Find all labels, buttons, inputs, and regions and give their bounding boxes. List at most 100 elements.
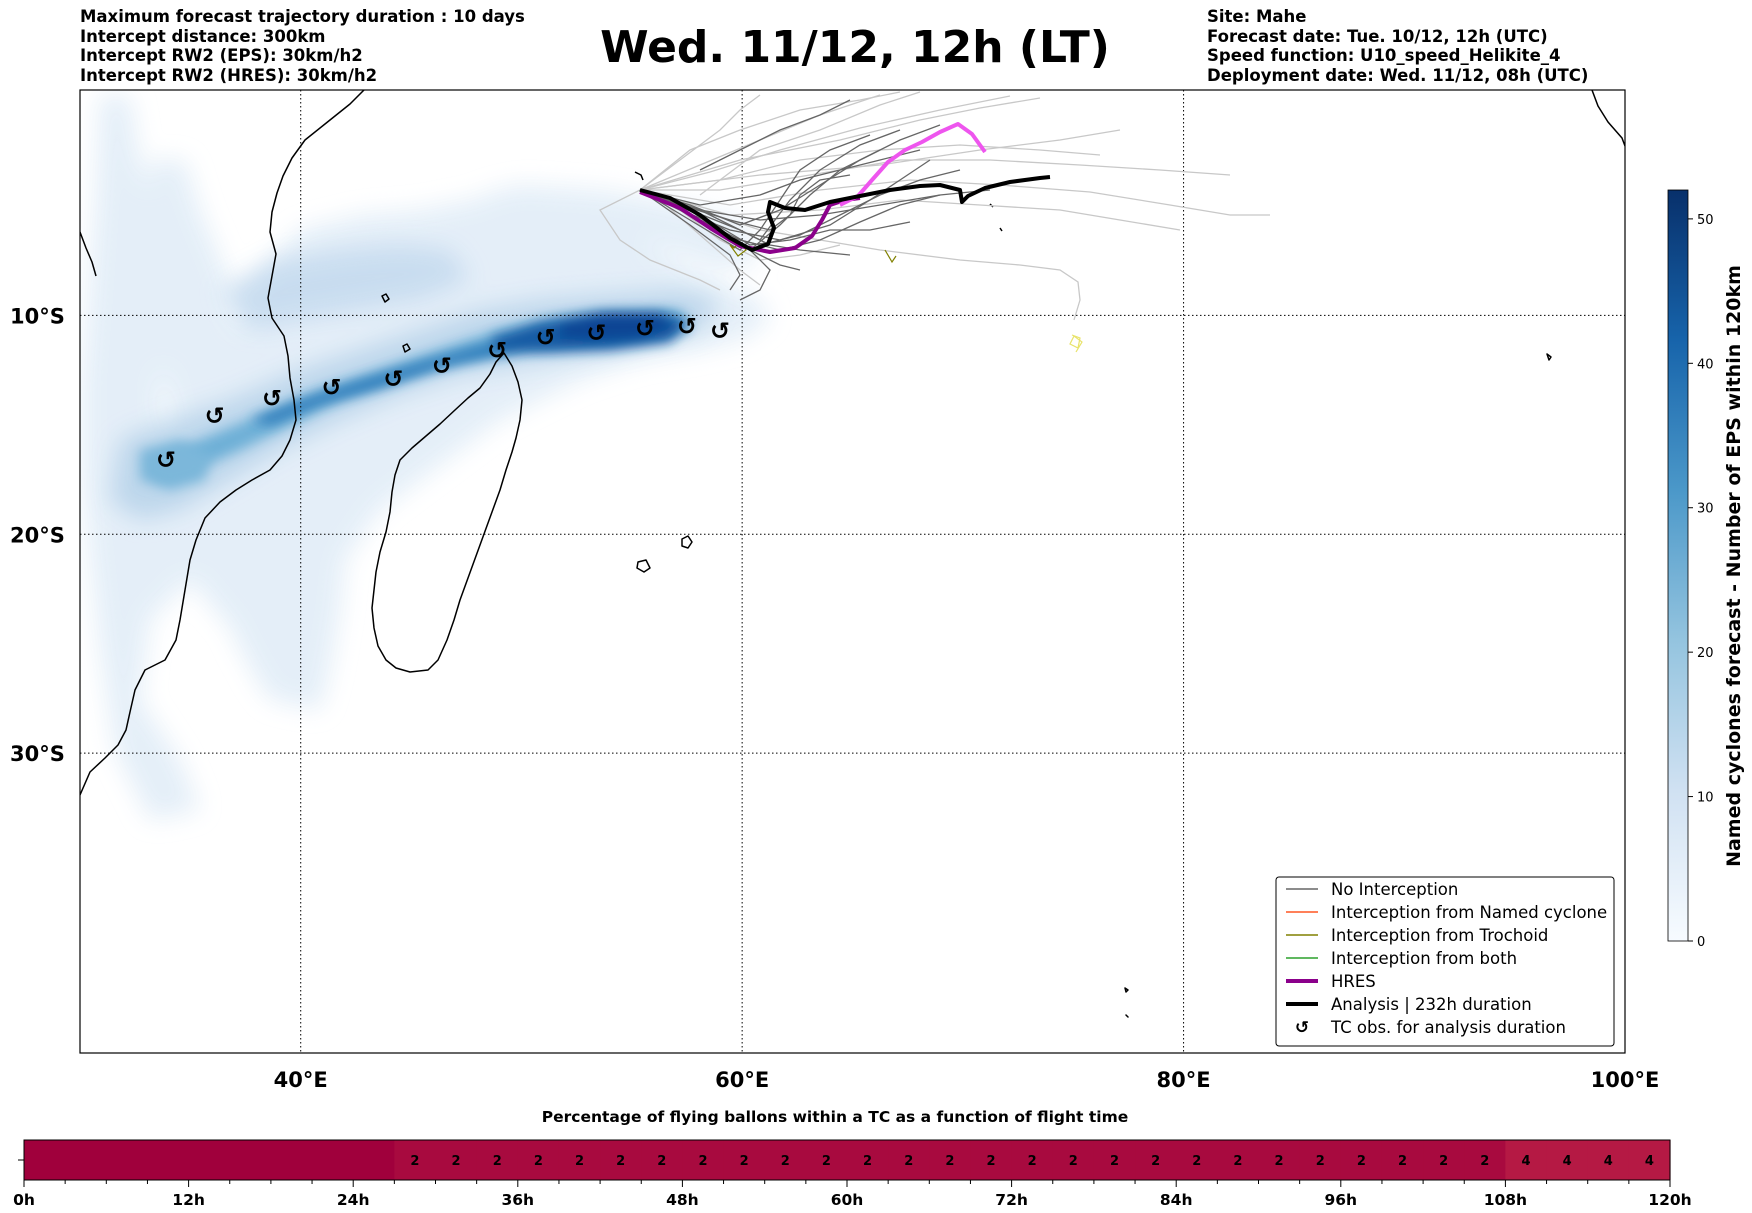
info-max-duration: Maximum forecast trajectory duration : 1… bbox=[80, 7, 525, 26]
legend-label: Interception from Trochoid bbox=[1331, 926, 1548, 945]
longitude-tick-labels: 40°E 60°E 80°E 100°E bbox=[274, 1068, 1660, 1092]
legend: No Interception Interception from Named c… bbox=[1275, 876, 1615, 1047]
legend-tc-symbol-icon: ↺ bbox=[1295, 1018, 1309, 1038]
balloon-bar-value: 2 bbox=[1069, 1154, 1078, 1169]
balloon-bar-value: 2 bbox=[1398, 1154, 1407, 1169]
analysis-trajectory bbox=[639, 175, 1051, 252]
balloon-bar-value: 2 bbox=[657, 1154, 666, 1169]
balloon-bar-cell bbox=[188, 1140, 231, 1180]
balloon-bar-value: 2 bbox=[1233, 1154, 1242, 1169]
info-intercept-distance: Intercept distance: 300km bbox=[80, 26, 326, 46]
balloon-bar-tick-label: 84h bbox=[1160, 1191, 1193, 1209]
legend-label: TC obs. for analysis duration bbox=[1330, 1018, 1566, 1037]
arabia-corner-coastline bbox=[80, 231, 97, 277]
balloon-percentage-bar: 2 2 2 2 2 2 2 2 2 2 2 2 2 2 2 2 2 2 2 2 2 2 2 2 2 2 2 4 4 4 4 0h 12h 24h… bbox=[13, 1139, 1692, 1209]
balloon-bar-value: 2 bbox=[1110, 1154, 1119, 1169]
balloon-bar-cell bbox=[312, 1140, 354, 1180]
colorbar: 0 10 20 30 40 50 Named cyclones forecast - Nu… bbox=[1667, 189, 1745, 950]
balloon-bar-cell bbox=[1135, 1140, 1177, 1180]
island-sumatra-tip bbox=[1591, 90, 1625, 147]
balloon-bar-value: 2 bbox=[987, 1154, 996, 1169]
balloon-bar-value: 2 bbox=[493, 1154, 502, 1169]
balloon-bar-value: 2 bbox=[1028, 1154, 1037, 1169]
balloon-bar-cell bbox=[929, 1140, 972, 1180]
colorbar-tick-label: 30 bbox=[1697, 502, 1714, 517]
info-intercept-eps: Intercept RW2 (EPS): 30km/h2 bbox=[80, 46, 363, 65]
cocos-islands bbox=[1546, 353, 1552, 361]
balloon-bar-value: 4 bbox=[1604, 1154, 1613, 1169]
legend-label: Interception from Named cyclone bbox=[1331, 903, 1607, 922]
tc-observations: ↺ ↺ ↺ ↺ ↺ ↺ ↺ ↺ ↺ ↺ ↺ ↺ bbox=[156, 312, 730, 474]
lon-tick-label: 80°E bbox=[1157, 1068, 1211, 1092]
balloon-bar-value: 2 bbox=[1480, 1154, 1489, 1169]
info-site: Site: Mahe bbox=[1207, 7, 1307, 26]
lat-tick-label: 10°S bbox=[10, 304, 65, 328]
balloon-bar-cell bbox=[558, 1140, 601, 1180]
balloon-bar-cell bbox=[1381, 1140, 1424, 1180]
balloon-bar-value: 2 bbox=[1439, 1154, 1448, 1169]
balloon-bar-cell bbox=[764, 1140, 807, 1180]
balloon-bar-cell bbox=[600, 1140, 642, 1180]
cyclone-density-field bbox=[82, 95, 770, 820]
madagascar-coastline bbox=[371, 352, 523, 673]
colorbar-tick-label: 20 bbox=[1697, 646, 1714, 661]
info-intercept-hres: Intercept RW2 (HRES): 30km/h2 bbox=[80, 65, 378, 85]
tc-obs-icon: ↺ bbox=[205, 402, 225, 430]
header-right-info: Site: Mahe Forecast date: Tue. 10/12, 12… bbox=[1207, 7, 1588, 85]
balloon-bar-value: 2 bbox=[534, 1154, 543, 1169]
balloon-bar-value: 2 bbox=[740, 1154, 749, 1169]
balloon-bar-value: 2 bbox=[1357, 1154, 1366, 1169]
balloon-bar-value: 2 bbox=[822, 1154, 831, 1169]
tc-obs-icon: ↺ bbox=[262, 385, 282, 413]
island-mauritius bbox=[681, 535, 693, 549]
balloon-bar-value: 2 bbox=[1316, 1154, 1325, 1169]
balloon-bar-cell bbox=[1258, 1140, 1301, 1180]
balloon-bar-cell bbox=[1340, 1140, 1383, 1180]
lon-tick-label: 100°E bbox=[1591, 1068, 1660, 1092]
latitude-tick-labels: 10°S 20°S 30°S bbox=[10, 304, 65, 766]
balloon-bar-value: 2 bbox=[1151, 1154, 1160, 1169]
balloon-bar-value: 4 bbox=[1645, 1154, 1654, 1169]
header-left-info: Maximum forecast trajectory duration : 1… bbox=[80, 7, 525, 85]
balloon-bar-value: 4 bbox=[1521, 1154, 1530, 1169]
colorbar-gradient bbox=[1667, 189, 1689, 942]
balloon-bar-cell bbox=[805, 1140, 848, 1180]
tc-obs-icon: ↺ bbox=[635, 315, 655, 343]
amsterdam-islands bbox=[1124, 987, 1129, 1018]
colorbar-label: Named cyclones forecast - Number of EPS … bbox=[1723, 265, 1745, 867]
info-speed-function: Speed function: U10_speed_Helikite_4 bbox=[1207, 46, 1561, 65]
lon-tick-label: 60°E bbox=[715, 1068, 769, 1092]
balloon-bar-cell bbox=[353, 1140, 395, 1180]
legend-label: Analysis | 232h duration bbox=[1331, 995, 1532, 1014]
tc-obs-icon: ↺ bbox=[432, 352, 452, 380]
balloon-bar-cell bbox=[1423, 1140, 1465, 1180]
balloon-bar-value: 4 bbox=[1563, 1154, 1572, 1169]
balloon-bar-cell bbox=[147, 1140, 190, 1180]
page-title: Wed. 11/12, 12h (LT) bbox=[600, 22, 1110, 73]
tc-obs-icon: ↺ bbox=[710, 317, 730, 345]
balloon-bar-value: 2 bbox=[575, 1154, 584, 1169]
balloon-bar-cell bbox=[1464, 1140, 1506, 1180]
lon-tick-label: 40°E bbox=[274, 1068, 328, 1092]
tc-obs-icon: ↺ bbox=[322, 374, 342, 402]
balloon-bar-cell bbox=[1011, 1140, 1054, 1180]
island-reunion bbox=[636, 559, 651, 573]
legend-label: Interception from both bbox=[1331, 949, 1517, 968]
balloon-bar-tick-label: 120h bbox=[1648, 1191, 1691, 1209]
balloon-bar-cell bbox=[106, 1140, 149, 1180]
balloon-bar-value: 2 bbox=[904, 1154, 913, 1169]
lat-tick-label: 20°S bbox=[10, 523, 65, 547]
balloon-bar-cell bbox=[476, 1140, 519, 1180]
tc-obs-icon: ↺ bbox=[677, 312, 697, 340]
tc-obs-icon: ↺ bbox=[536, 323, 556, 351]
balloon-bar-value: 2 bbox=[781, 1154, 790, 1169]
ensemble-trajectories-trochoid-light bbox=[1069, 334, 1083, 353]
tc-obs-icon: ↺ bbox=[383, 365, 403, 393]
balloon-bar-cell bbox=[270, 1140, 313, 1180]
balloon-bar-tick-label: 24h bbox=[337, 1191, 370, 1209]
colorbar-tick-label: 10 bbox=[1697, 791, 1714, 806]
balloon-bar-value: 2 bbox=[945, 1154, 954, 1169]
balloon-bar-cell bbox=[682, 1140, 725, 1180]
legend-item: Analysis | 232h duration bbox=[1286, 995, 1532, 1014]
